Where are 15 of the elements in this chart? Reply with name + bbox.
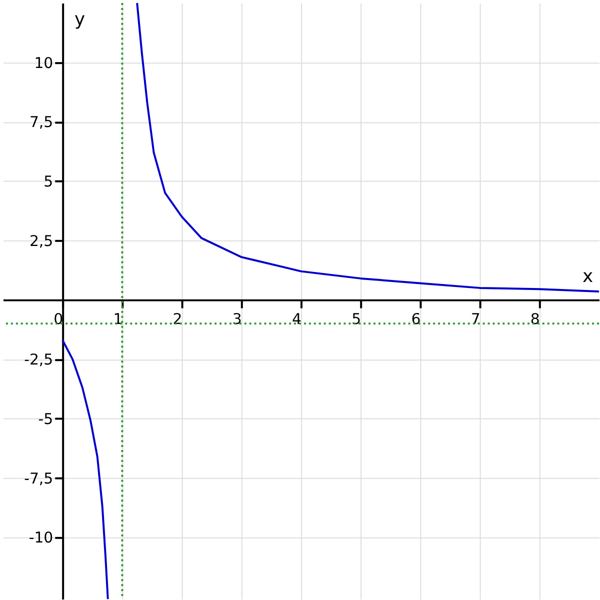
x-tick-label: 6 <box>411 310 421 328</box>
y-tick-label: 7,5 <box>29 113 54 132</box>
x-tick-label: 8 <box>530 310 540 328</box>
x-tick-label: 7 <box>470 310 480 328</box>
x-axis-title: x <box>582 266 594 287</box>
y-tick-label: -10 <box>28 528 54 547</box>
y-axis-title: y <box>74 8 86 30</box>
x-tick-label: 5 <box>352 310 362 328</box>
y-tick-label: -2,5 <box>24 350 54 369</box>
y-tick-label: 2,5 <box>29 232 54 250</box>
y-tick-label: -5 <box>38 410 54 428</box>
y-tick-label: -7,5 <box>24 469 54 488</box>
y-tick-label: 10 <box>34 54 54 72</box>
x-tick-label: 4 <box>292 310 302 328</box>
y-tick-label: 5 <box>44 172 54 191</box>
